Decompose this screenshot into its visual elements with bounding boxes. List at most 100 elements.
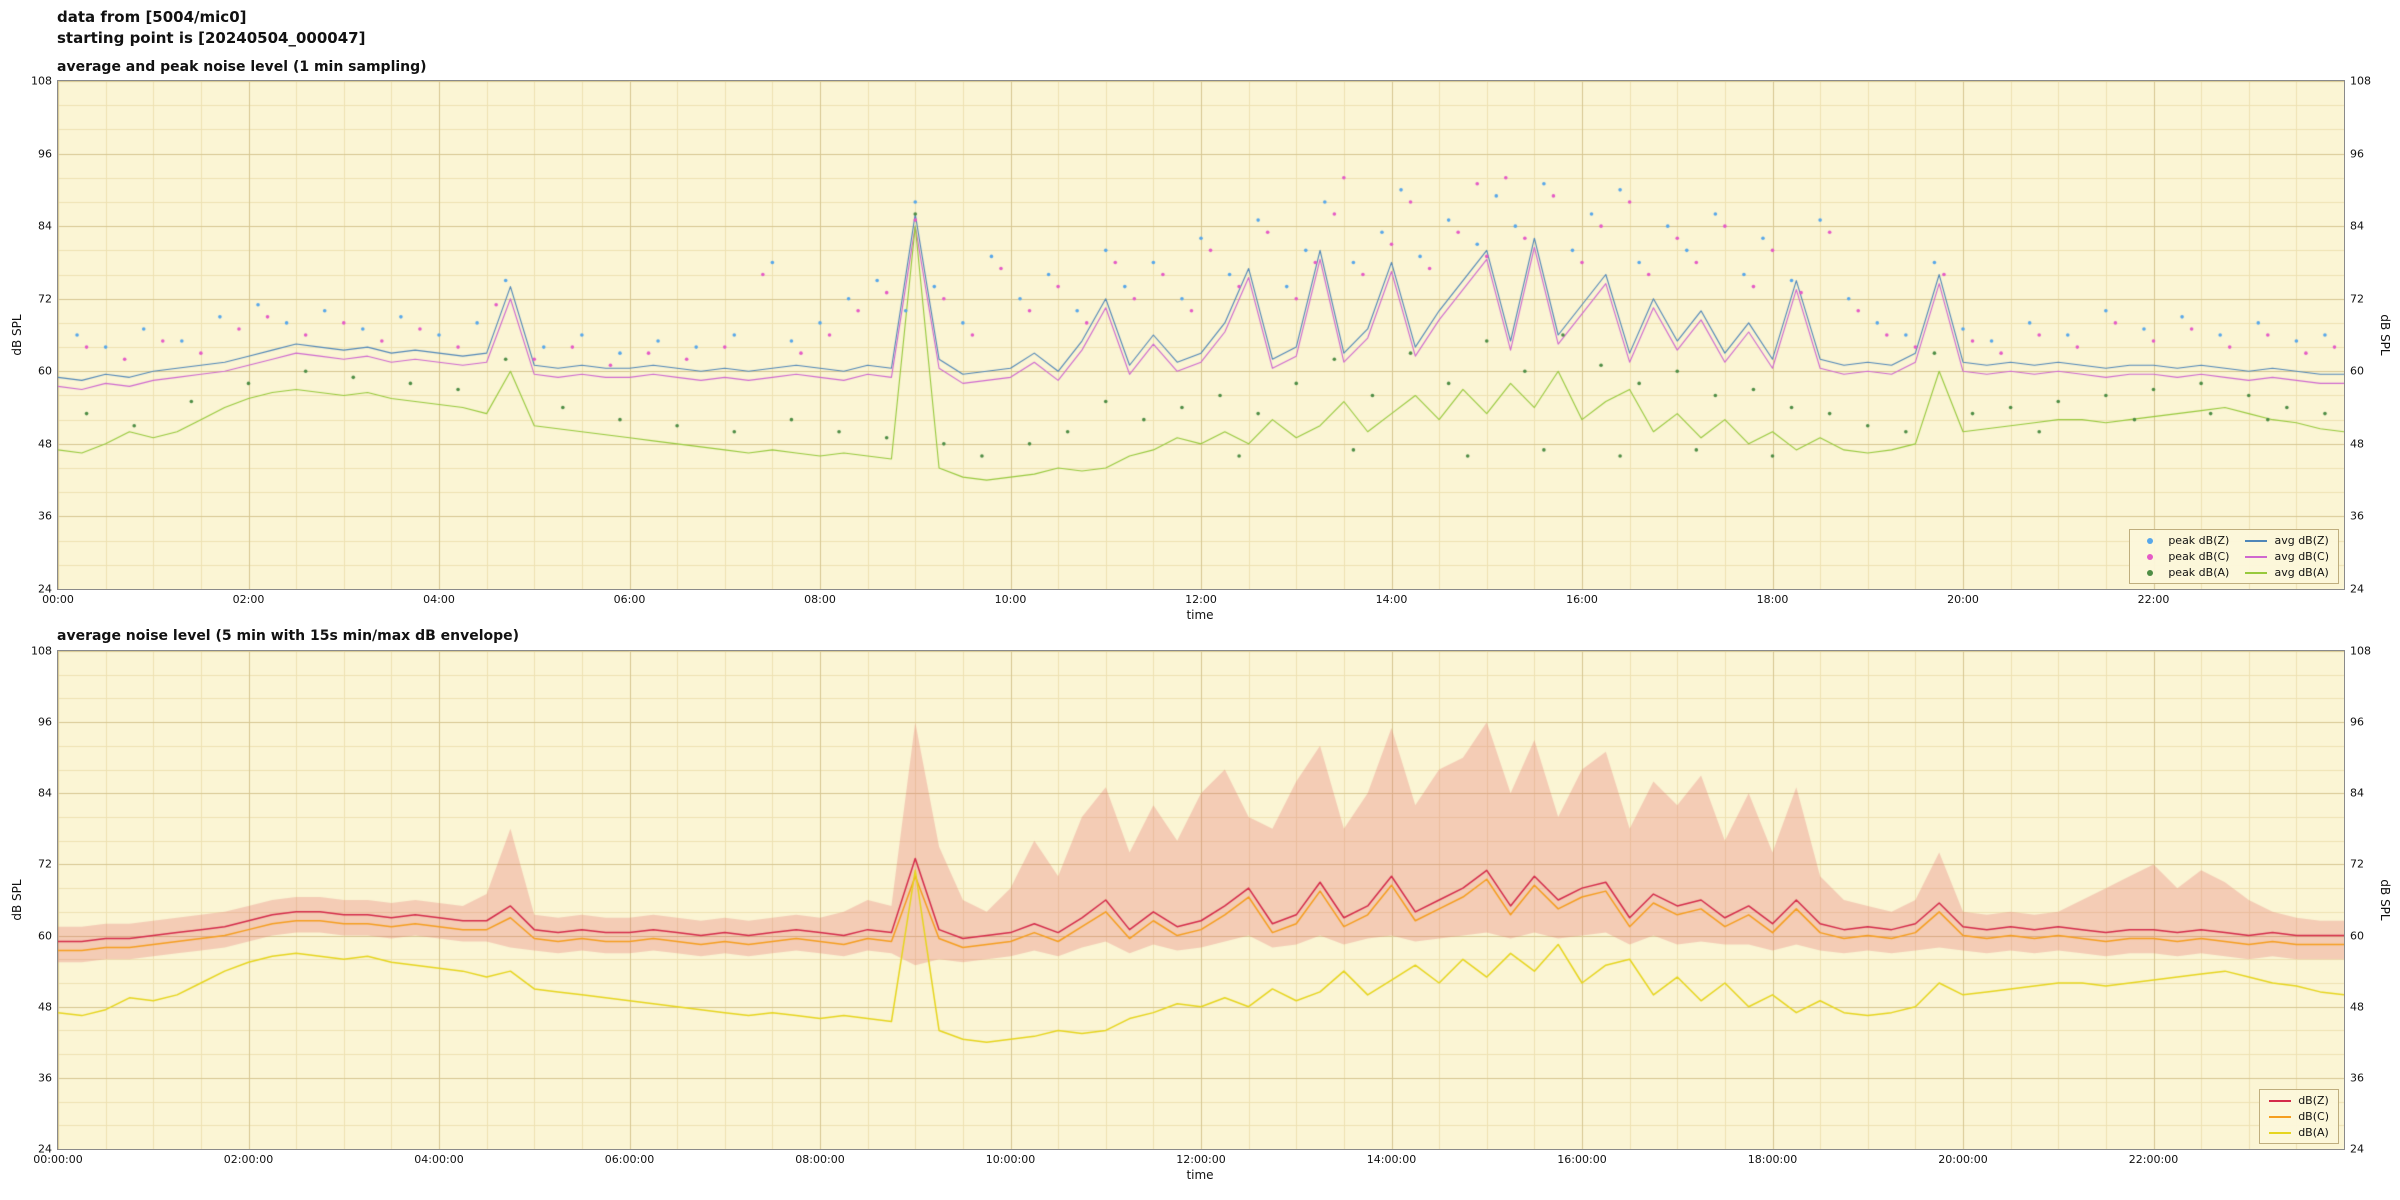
x-tick-label: 12:00:00 bbox=[1176, 1153, 1226, 1166]
y-tick-label-left: 36 bbox=[38, 509, 52, 523]
x-tick-label: 08:00 bbox=[804, 593, 836, 606]
legend-label: avg dB(A) bbox=[2274, 566, 2329, 579]
x-tick-label: 06:00:00 bbox=[604, 1153, 655, 1166]
chart-top-plot-area: dB SPL dB SPL 00:00 02:00 04:00 06:00 08:00 1… bbox=[10, 75, 2392, 607]
x-tick-label: 04:00:00 bbox=[414, 1153, 464, 1166]
legend-item: avg dB(C) bbox=[2245, 550, 2329, 563]
y-tick-label-left: 48 bbox=[38, 1000, 52, 1014]
legend-item: peak dB(C) bbox=[2139, 550, 2229, 563]
y-tick-label-right: 96 bbox=[2350, 715, 2364, 729]
legend-line-marker bbox=[2269, 1099, 2292, 1102]
legend-label: peak dB(A) bbox=[2168, 566, 2230, 579]
x-tick-label: 14:00 bbox=[1375, 593, 1408, 606]
y-tick-label-left: 36 bbox=[38, 1071, 52, 1085]
x-tick-label: 18:00:00 bbox=[1747, 1153, 1798, 1166]
legend-line-marker bbox=[2269, 1115, 2292, 1118]
legend-label: avg dB(C) bbox=[2274, 550, 2329, 563]
y-tick-label-right: 84 bbox=[2350, 786, 2364, 800]
y-axis-label-right: dB SPL bbox=[2378, 879, 2392, 921]
y-tick-label-right: 36 bbox=[2350, 509, 2364, 523]
x-tick-label: 08:00:00 bbox=[795, 1153, 845, 1166]
x-tick-label: 20:00 bbox=[1947, 593, 1979, 606]
legend-line-marker bbox=[2245, 539, 2268, 542]
x-tick-label: 16:00 bbox=[1566, 593, 1598, 606]
y-tick-label-left: 96 bbox=[38, 147, 52, 161]
y-tick-label-left: 108 bbox=[31, 74, 52, 88]
header-line1: data from [5004/mic0] bbox=[57, 8, 247, 26]
y-tick-label-right: 48 bbox=[2350, 1000, 2364, 1014]
x-tick-label: 22:00 bbox=[2137, 593, 2170, 606]
legend-line-marker bbox=[2245, 571, 2268, 574]
legend-line-marker bbox=[2269, 1131, 2292, 1134]
x-tick-label: 20:00:00 bbox=[1938, 1153, 1988, 1166]
x-tick-label: 10:00:00 bbox=[985, 1153, 1036, 1166]
legend-column: dB(Z) dB(C) dB(A) bbox=[2269, 1094, 2329, 1139]
header-line2: starting point is [20240504_000047] bbox=[57, 29, 366, 47]
y-tick-label-left: 24 bbox=[38, 582, 52, 596]
legend-item: avg dB(A) bbox=[2245, 566, 2329, 579]
legend-label: dB(A) bbox=[2298, 1126, 2329, 1139]
x-tick-label: 22:00:00 bbox=[2128, 1153, 2179, 1166]
legend-dot-marker bbox=[2147, 569, 2154, 576]
chart-top-canvas bbox=[58, 81, 2344, 589]
legend-label: peak dB(C) bbox=[2168, 550, 2230, 563]
y-tick-label-left: 60 bbox=[38, 364, 52, 378]
legend-item: dB(C) bbox=[2269, 1110, 2329, 1123]
y-tick-label-left: 60 bbox=[38, 929, 52, 943]
y-tick-label-right: 108 bbox=[2350, 644, 2371, 658]
legend-dot-marker bbox=[2147, 537, 2154, 544]
y-tick-label-right: 24 bbox=[2350, 582, 2364, 596]
y-tick-label-left: 72 bbox=[38, 857, 52, 871]
x-tick-label: 00:00 bbox=[42, 593, 74, 606]
legend-column: avg dB(Z) avg dB(C) avg dB(A) bbox=[2245, 534, 2329, 579]
chart-bottom-canvas bbox=[58, 651, 2344, 1149]
y-axis-label-right: dB SPL bbox=[2378, 314, 2392, 356]
x-tick-label: 02:00 bbox=[232, 593, 265, 606]
legend-item: peak dB(Z) bbox=[2139, 534, 2229, 547]
y-tick-label-right: 72 bbox=[2350, 292, 2364, 306]
legend: peak dB(Z) peak dB(C) peak dB(A) avg dB(Z) a… bbox=[2129, 529, 2339, 584]
y-tick-label-right: 60 bbox=[2350, 929, 2364, 943]
y-tick-label-right: 24 bbox=[2350, 1142, 2364, 1156]
y-tick-label-left: 84 bbox=[38, 219, 52, 233]
legend-label: dB(C) bbox=[2298, 1110, 2329, 1123]
x-tick-label: 04:00 bbox=[423, 593, 455, 606]
figure-header: data from [5004/mic0] starting point is … bbox=[57, 7, 365, 49]
x-tick-label: 16:00:00 bbox=[1557, 1153, 1607, 1166]
x-tick-label: 02:00:00 bbox=[223, 1153, 274, 1166]
x-tick-label: 00:00:00 bbox=[33, 1153, 83, 1166]
chart-bottom-plot-area: dB SPL dB SPL 00:00:00 02:00:00 04:00:00 06… bbox=[10, 645, 2392, 1167]
y-tick-label-left: 72 bbox=[38, 292, 52, 306]
legend-line-marker bbox=[2245, 555, 2268, 558]
y-tick-label-right: 72 bbox=[2350, 857, 2364, 871]
legend-label: dB(Z) bbox=[2298, 1094, 2329, 1107]
legend-item: peak dB(A) bbox=[2139, 566, 2229, 579]
y-tick-label-right: 108 bbox=[2350, 74, 2371, 88]
y-tick-label-left: 96 bbox=[38, 715, 52, 729]
legend-label: peak dB(Z) bbox=[2168, 534, 2230, 547]
y-tick-label-left: 108 bbox=[31, 644, 52, 658]
y-axis-label-left: dB SPL bbox=[10, 314, 24, 356]
legend-column: peak dB(Z) peak dB(C) peak dB(A) bbox=[2139, 534, 2229, 579]
y-tick-label-right: 60 bbox=[2350, 364, 2364, 378]
x-tick-label: 10:00 bbox=[994, 593, 1027, 606]
legend: dB(Z) dB(C) dB(A) bbox=[2259, 1089, 2339, 1144]
x-axis-label: time bbox=[1186, 608, 1214, 622]
x-tick-label: 14:00:00 bbox=[1366, 1153, 1417, 1166]
x-tick-label: 12:00 bbox=[1185, 593, 1217, 606]
y-tick-label-right: 96 bbox=[2350, 147, 2364, 161]
y-tick-label-right: 84 bbox=[2350, 219, 2364, 233]
y-axis-label-left: dB SPL bbox=[10, 879, 24, 921]
legend-dot-marker bbox=[2147, 553, 2154, 560]
chart-top-title: average and peak noise level (1 min samp… bbox=[57, 59, 427, 75]
x-axis-label: time bbox=[1186, 1168, 1214, 1182]
y-tick-label-left: 24 bbox=[38, 1142, 52, 1156]
y-tick-label-right: 36 bbox=[2350, 1071, 2364, 1085]
legend-item: avg dB(Z) bbox=[2245, 534, 2329, 547]
legend-item: dB(Z) bbox=[2269, 1094, 2329, 1107]
x-tick-label: 18:00 bbox=[1756, 593, 1789, 606]
y-tick-label-left: 48 bbox=[38, 437, 52, 451]
chart-bottom-title: average noise level (5 min with 15s min/… bbox=[57, 628, 520, 644]
y-tick-label-left: 84 bbox=[38, 786, 52, 800]
x-tick-label: 06:00 bbox=[613, 593, 646, 606]
